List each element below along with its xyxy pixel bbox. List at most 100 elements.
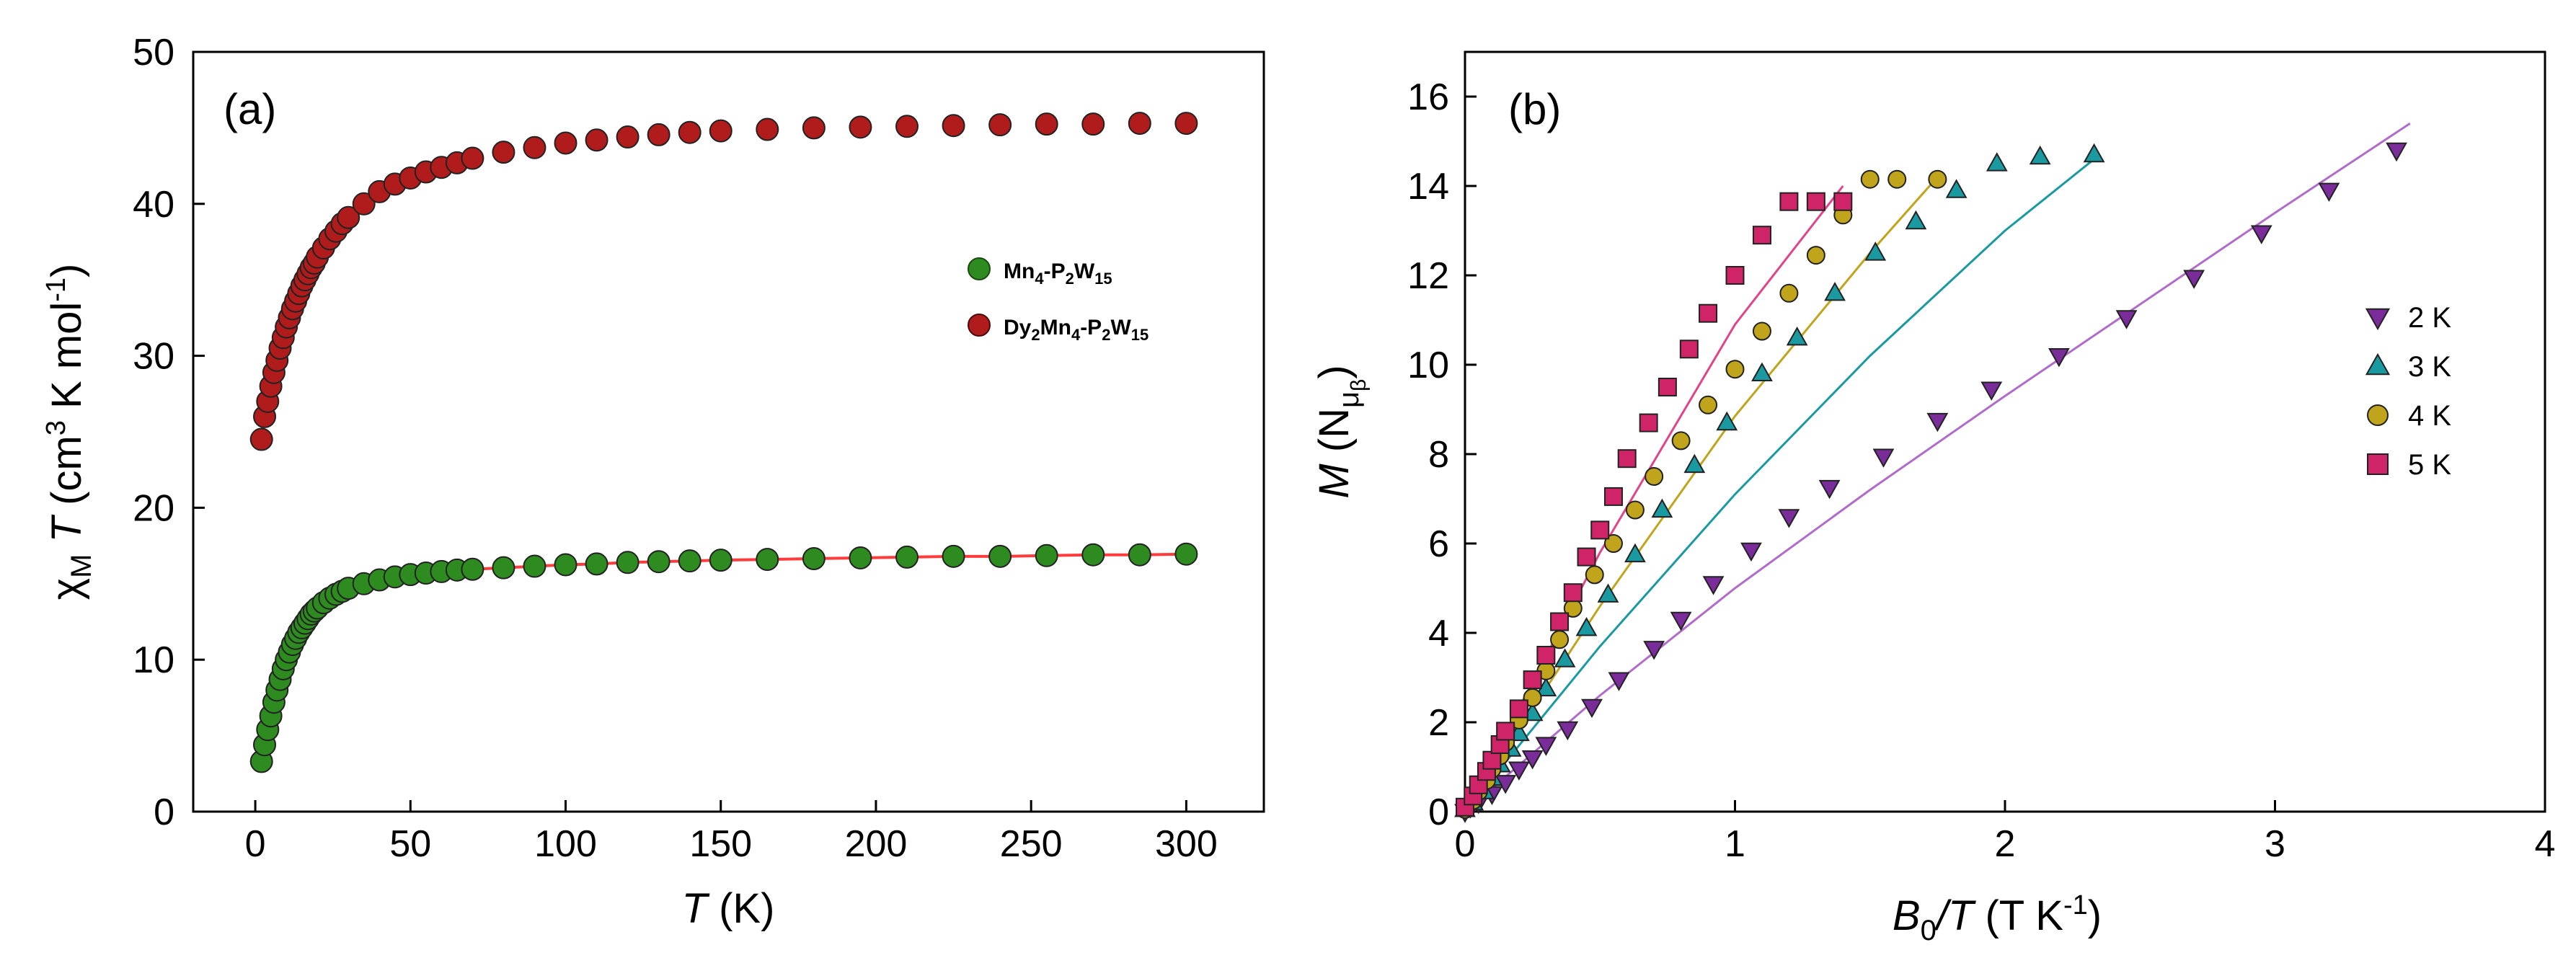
legend-marker-3-k — [2365, 352, 2391, 376]
panel-a-y-tick-label: 40 — [133, 184, 174, 226]
data-point-dy2mn4-p2w15 — [352, 192, 376, 216]
data-point-3-k — [1716, 411, 1738, 431]
panel-a-y-tick-label: 0 — [154, 791, 174, 833]
data-point-3-k — [1986, 152, 2008, 172]
data-point-3-k — [2083, 143, 2105, 163]
legend-text-part: -P — [1080, 316, 1102, 340]
data-point-5-k — [1509, 699, 1528, 719]
panel-b-x-tick-label: 2 — [1995, 823, 2016, 865]
data-point-mn4-p2w15 — [1128, 543, 1151, 567]
data-point-2-k — [1557, 721, 1579, 741]
data-point-3-k — [2029, 145, 2051, 165]
data-point-dy2mn4-p2w15 — [616, 125, 639, 149]
data-point-2-k — [1535, 737, 1557, 756]
legend-text-part: W — [1074, 259, 1095, 283]
data-point-dy2mn4-p2w15 — [523, 136, 546, 159]
data-point-3-k — [1624, 543, 1646, 563]
data-point-5-k — [1550, 612, 1570, 631]
panel-b-label: (b) — [1508, 85, 1561, 133]
legend-text-part: -P — [1044, 259, 1066, 283]
panel-a-x-var: T — [682, 885, 710, 932]
data-point-2-k — [2048, 348, 2070, 368]
panel-b-x-unit-post: ) — [2088, 892, 2102, 939]
data-point-dy2mn4-p2w15 — [1035, 112, 1058, 136]
legend-text-part: 15 — [1094, 270, 1112, 288]
data-point-2-k — [1872, 448, 1895, 468]
data-point-dy2mn4-p2w15 — [895, 115, 919, 138]
data-point-2-k — [2183, 270, 2205, 289]
data-point-2-k — [1608, 672, 1630, 691]
panel-a-x-tick-label: 100 — [534, 823, 597, 865]
data-point-2-k — [1980, 381, 2003, 401]
panel-b-y-tick-label: 10 — [1407, 345, 1449, 386]
data-point-4-k — [1699, 395, 1718, 414]
data-point-3-k — [1575, 616, 1598, 636]
data-point-5-k — [1577, 547, 1596, 567]
data-point-3-k — [1683, 453, 1706, 474]
panel-b-x-tick-label: 4 — [2535, 823, 2556, 865]
panel-a-y-var: T — [43, 514, 90, 554]
panel-b-y-tick-label: 12 — [1407, 255, 1449, 297]
legend-label-mn4: Mn4-P2W15 — [1004, 259, 1112, 288]
panel-b-y-unit-pre: (N — [1311, 408, 1358, 463]
data-point-5-k — [1806, 192, 1825, 211]
data-point-2-k — [1508, 761, 1530, 781]
data-point-4-k — [1671, 431, 1691, 451]
panel-b-x-tick-label: 0 — [1455, 823, 1476, 865]
panel-a-ticks: 0 50 100 150 200 250 300 0 10 20 30 40 50 — [133, 32, 1218, 865]
panel-a-y-unit-sup2: -1 — [41, 278, 71, 302]
fit-line-4-k — [1464, 176, 1939, 812]
legend-marker-4-k — [2367, 404, 2389, 426]
legend-text-part: 2 — [1066, 270, 1074, 288]
data-point-mn4-p2w15 — [492, 556, 515, 580]
data-point-2-k — [1581, 698, 1603, 719]
legend-text-part: 2 — [1031, 326, 1040, 344]
data-point-5-k — [1833, 192, 1853, 211]
panel-a-y-unit-post: ) — [43, 264, 90, 278]
data-point-4-k — [1625, 500, 1645, 520]
data-point-5-k — [1752, 226, 1771, 245]
data-point-mn4-p2w15 — [1174, 542, 1198, 566]
panel-b-y-axis-title: M (Nμβ) — [1311, 365, 1371, 498]
data-point-4-k — [1928, 169, 1947, 189]
data-point-3-k — [1554, 648, 1576, 667]
panel-b-y-unit-post: ) — [1311, 365, 1358, 378]
panel-b-y-tick-label: 14 — [1407, 166, 1449, 208]
data-point-5-k — [1639, 413, 1658, 432]
data-point-dy2mn4-p2w15 — [249, 427, 273, 451]
panel-a-y-unit-pre: (cm — [43, 435, 90, 517]
panel-a-y-tick-label: 30 — [133, 336, 174, 378]
legend-marker-2-k — [2365, 308, 2391, 331]
panel-a-y-axis-title: χM T (cm3 K mol-1) — [41, 264, 97, 600]
data-point-5-k — [1563, 583, 1583, 603]
panel-a-y-tick-label: 20 — [133, 487, 174, 529]
data-point-mn4-p2w15 — [802, 547, 826, 571]
data-point-2-k — [1702, 576, 1725, 595]
legend-text-part: Mn — [1040, 316, 1071, 340]
fit-line-3-k — [1464, 158, 2095, 812]
panel-a-x-tick-label: 300 — [1155, 823, 1218, 865]
data-point-mn4-p2w15 — [523, 554, 546, 578]
data-point-dy2mn4-p2w15 — [461, 146, 484, 170]
legend-marker-mn4 — [968, 257, 991, 280]
panel-b-y-tick-label: 4 — [1428, 613, 1449, 654]
panel-b-y-unit-beta: β — [1347, 379, 1371, 391]
data-point-2-k — [2386, 142, 2407, 162]
data-point-4-k — [1779, 283, 1799, 303]
legend-text-part: Dy — [1004, 316, 1032, 340]
legend-text-part: W — [1110, 316, 1131, 340]
data-point-2-k — [2318, 182, 2340, 203]
panel-b-x-unit-sup: -1 — [2063, 890, 2088, 920]
legend-text-part: 2 — [1102, 326, 1110, 344]
panel-a-x-axis-title: T (K) — [682, 885, 775, 932]
data-point-3-k — [1597, 583, 1619, 603]
panel-a-x-tick-label: 50 — [389, 823, 431, 865]
data-point-mn4-p2w15 — [554, 553, 577, 577]
panel-a-legend: Mn4-P2W15 Dy2Mn4-P2W15 — [968, 257, 1148, 344]
data-point-4-k — [1860, 169, 1880, 189]
panel-a-x-unit: (K) — [707, 885, 774, 932]
data-point-5-k — [1496, 722, 1515, 741]
panel-a-label: (a) — [223, 85, 276, 133]
panel-b-y-tick-label: 16 — [1407, 76, 1449, 118]
panel-a-y-tick-label: 10 — [133, 639, 174, 681]
